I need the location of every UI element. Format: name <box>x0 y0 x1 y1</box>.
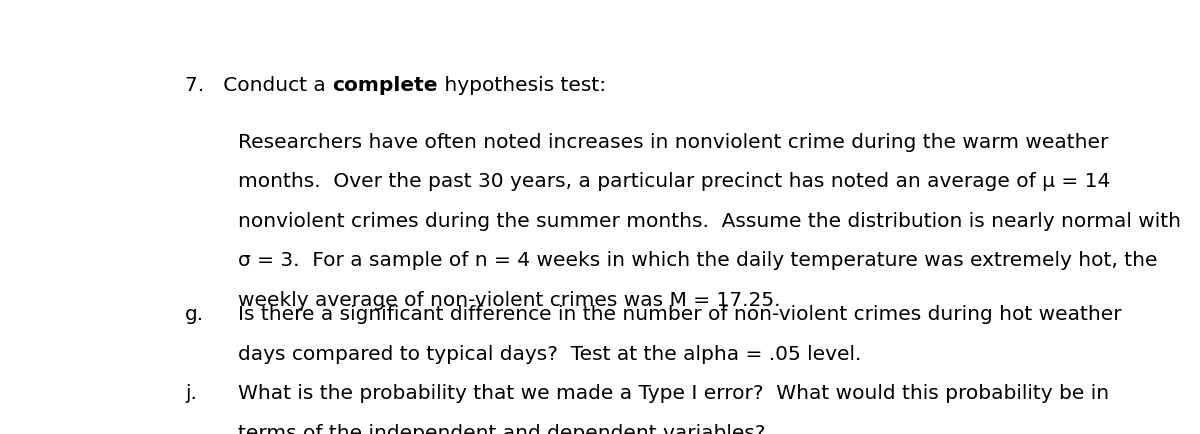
Text: g.: g. <box>185 304 204 323</box>
Text: Is there a significant difference in the number of non-violent crimes during hot: Is there a significant difference in the… <box>239 304 1122 323</box>
Text: days compared to typical days?  Test at the alpha = .05 level.: days compared to typical days? Test at t… <box>239 344 862 363</box>
Text: complete: complete <box>332 76 438 95</box>
Text: j.: j. <box>185 383 197 402</box>
Text: What is the probability that we made a Type I error?  What would this probabilit: What is the probability that we made a T… <box>239 383 1110 402</box>
Text: weekly average of non-violent crimes was M = 17.25.: weekly average of non-violent crimes was… <box>239 290 781 309</box>
Text: months.  Over the past 30 years, a particular precinct has noted an average of μ: months. Over the past 30 years, a partic… <box>239 172 1111 191</box>
Text: nonviolent crimes during the summer months.  Assume the distribution is nearly n: nonviolent crimes during the summer mont… <box>239 211 1181 230</box>
Text: σ = 3.  For a sample of n = 4 weeks in which the daily temperature was extremely: σ = 3. For a sample of n = 4 weeks in wh… <box>239 250 1158 270</box>
Text: terms of the independent and dependent variables?: terms of the independent and dependent v… <box>239 423 766 434</box>
Text: hypothesis test:: hypothesis test: <box>438 76 606 95</box>
Text: Researchers have often noted increases in nonviolent crime during the warm weath: Researchers have often noted increases i… <box>239 132 1109 151</box>
Text: 7.   Conduct a: 7. Conduct a <box>185 76 332 95</box>
